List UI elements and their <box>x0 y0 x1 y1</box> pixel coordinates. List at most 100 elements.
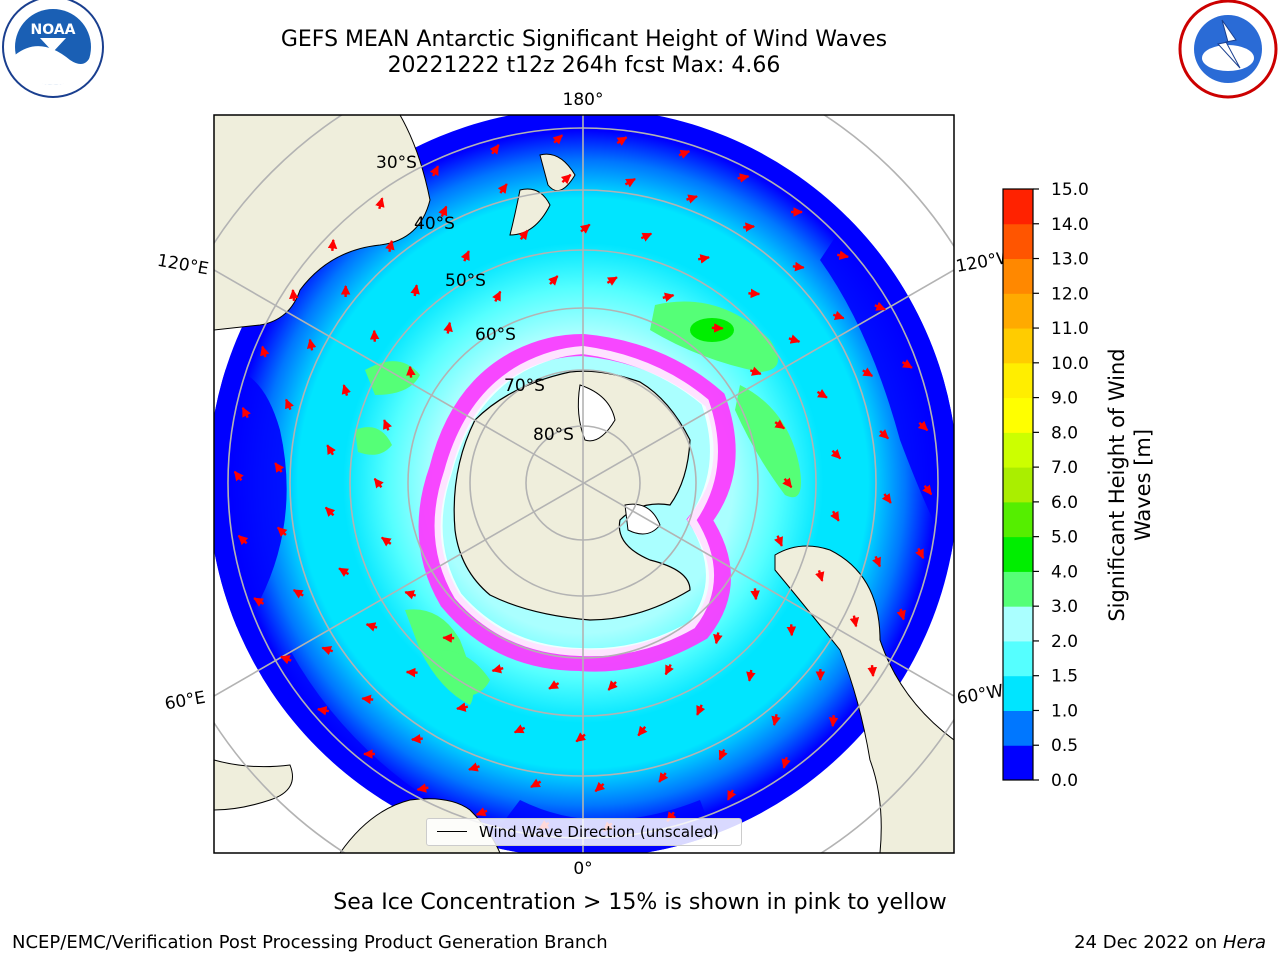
antarctica-land <box>453 370 691 621</box>
map-frame <box>213 114 955 854</box>
colorbar-box <box>1003 745 1033 781</box>
wave-arrow <box>513 724 526 734</box>
wave-arrow <box>518 229 529 241</box>
colorbar-tick-label: 0.5 <box>1051 736 1078 756</box>
colorbar-box <box>1003 397 1033 433</box>
wave-arrow <box>594 781 606 793</box>
colorbar-box <box>1003 362 1033 399</box>
wave-arrow <box>836 250 850 260</box>
wave-arrow <box>832 310 845 320</box>
wave-arrow <box>737 173 750 183</box>
wave-arrow <box>743 222 756 232</box>
wave-arrow <box>713 632 723 645</box>
wave-arrow <box>816 389 828 399</box>
wave-arrow <box>383 419 392 431</box>
wave-arrow <box>782 477 793 489</box>
footer-machine: Hera <box>1222 932 1266 953</box>
wave-arrow <box>442 633 455 643</box>
wave-arrow <box>828 714 839 728</box>
wave-arrow <box>711 323 724 333</box>
wave-arrow <box>771 714 781 727</box>
wave-arrow <box>316 706 330 716</box>
wave-arrow <box>341 384 351 396</box>
wave-arrow <box>874 301 886 311</box>
wave-arrow <box>750 588 760 601</box>
colorbar-box <box>1003 606 1033 642</box>
wave-arrow <box>746 669 756 682</box>
wave-arrow <box>404 590 417 600</box>
wave-arrow <box>917 420 929 432</box>
wave-arrow <box>306 338 317 351</box>
noaa-logo-text: NOAA <box>31 22 76 38</box>
wave-arrow <box>792 261 805 272</box>
wave-arrow <box>662 292 675 302</box>
colorbar-title: Significant Height of Wind Waves [m] <box>1104 348 1156 621</box>
wave-arrow <box>748 288 761 299</box>
colorbar-tick-label: 13.0 <box>1051 250 1089 270</box>
wave-arrow <box>872 555 882 568</box>
wave-arrow <box>830 510 840 522</box>
wave-arrow <box>548 680 560 690</box>
new-zealand-south <box>509 188 551 236</box>
wave-arrow <box>237 534 249 546</box>
sea-ice-note: Sea Ice Concentration > 15% is shown in … <box>333 890 947 915</box>
colorbar-box <box>1003 710 1033 746</box>
wave-arrow <box>438 205 448 217</box>
wave-arrow <box>552 134 564 145</box>
wave-arrow <box>726 789 737 801</box>
wave-arrow <box>416 783 429 793</box>
wave-arrow <box>867 664 878 677</box>
wave-arrow <box>410 734 423 744</box>
wave-arrow <box>260 345 270 358</box>
wave-arrow <box>579 223 591 234</box>
wave-arrow <box>664 664 674 676</box>
colorbar-tick-label: 12.0 <box>1051 284 1089 304</box>
wave-arrow <box>410 284 420 297</box>
wave-arrow <box>788 334 801 344</box>
colorbar-box <box>1003 258 1033 294</box>
footer-date: 24 Dec 2022 on Hera <box>1074 932 1266 953</box>
colorbar-box <box>1003 432 1033 468</box>
wave-arrow <box>849 615 860 628</box>
wave-arrow <box>276 526 288 537</box>
colorbar-title-line-2: Waves [m] <box>1131 428 1155 542</box>
wave-arrow <box>338 567 350 577</box>
wave-direction-arrows <box>233 134 933 832</box>
colorbar-tick-label: 4.0 <box>1051 562 1078 582</box>
wave-arrow <box>815 570 825 582</box>
wave-arrow <box>491 664 504 674</box>
wave-arrow <box>233 470 244 482</box>
wave-arrow <box>607 680 618 691</box>
wave-arrow <box>375 197 385 210</box>
wave-arrow <box>460 250 470 262</box>
wave-arrow <box>616 136 628 146</box>
wave-arrow <box>280 655 292 665</box>
wave-arrow <box>497 183 508 194</box>
colorbar-box <box>1003 467 1033 503</box>
lat-label-30s: 30°S <box>376 153 417 173</box>
wave-arrow <box>637 725 648 737</box>
wave-arrow <box>406 365 416 378</box>
title-line-1: GEFS MEAN Antarctic Significant Height o… <box>280 27 888 52</box>
colorbar-box <box>1003 675 1033 711</box>
colorbar-box <box>1003 571 1033 607</box>
wave-arrow <box>718 749 728 761</box>
wave-arrow <box>443 321 453 334</box>
map-area <box>214 115 954 853</box>
wave-arrow <box>241 406 251 419</box>
wave-arrow <box>284 398 294 411</box>
wave-arrow <box>253 597 265 607</box>
wave-arrow <box>548 275 559 286</box>
colorbar-box <box>1003 189 1033 225</box>
colorbar-box <box>1003 640 1033 677</box>
footer-credit: NCEP/EMC/Verification Post Processing Pr… <box>12 932 608 953</box>
wave-arrow <box>696 704 706 716</box>
wave-arrow <box>326 444 336 456</box>
map-legend: Wind Wave Direction (unscaled) <box>426 818 742 846</box>
australia-land <box>214 115 431 331</box>
lat-label-80s: 80°S <box>533 425 574 445</box>
wave-arrow <box>624 177 636 188</box>
wave-arrow <box>774 535 783 547</box>
legend-line-swatch <box>437 831 467 832</box>
